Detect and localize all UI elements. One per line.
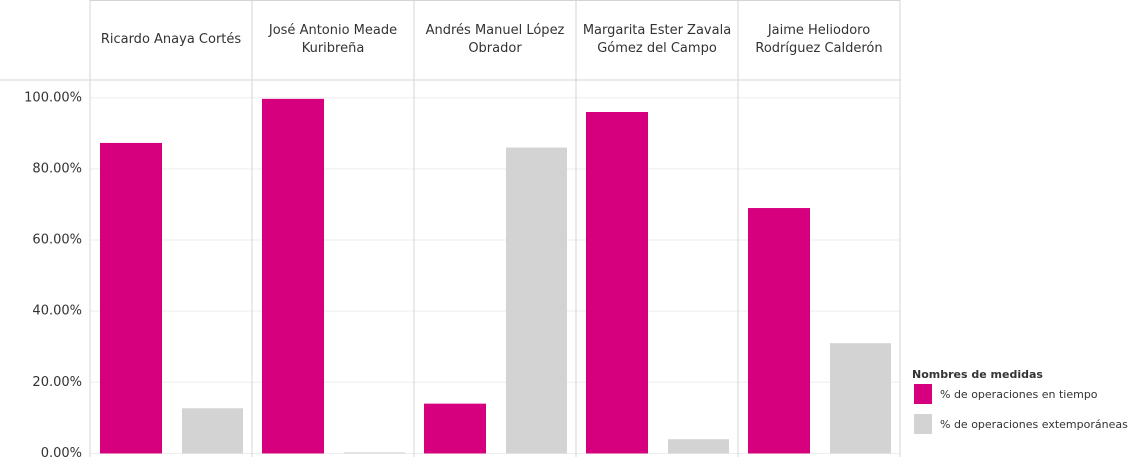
bar — [830, 343, 891, 454]
header-frame — [89, 0, 901, 81]
bar — [424, 403, 486, 454]
legend-swatch — [914, 414, 932, 434]
category-header: José Antonio Meade Kuribreña — [268, 23, 398, 56]
bar — [668, 439, 729, 454]
bar — [748, 208, 810, 454]
category-header: Ricardo Anaya Cortés — [100, 32, 242, 47]
legend-title: Nombres de medidas — [912, 368, 1043, 381]
bar — [262, 98, 324, 454]
category-header: Jaime Heliodoro Rodríguez Calderón — [755, 23, 883, 56]
y-tick-label: 20.00% — [32, 375, 82, 390]
y-tick-label: 0.00% — [41, 446, 82, 457]
category-header: Andrés Manuel López Obrador — [425, 23, 565, 56]
y-tick-label: 100.00% — [24, 90, 82, 105]
y-tick-label: 60.00% — [32, 233, 82, 248]
bar — [100, 142, 162, 454]
bar — [344, 452, 405, 454]
bar — [586, 112, 648, 454]
bar — [506, 147, 567, 454]
y-tick-label: 40.00% — [32, 304, 82, 319]
bar — [182, 408, 243, 454]
y-tick-label: 80.00% — [32, 161, 82, 176]
legend-label: % de operaciones en tiempo — [940, 388, 1098, 401]
legend-label: % de operaciones extemporáneas — [940, 418, 1128, 431]
legend-swatch — [914, 384, 932, 404]
category-header: Margarita Ester Zavala Gómez del Campo — [582, 23, 732, 56]
